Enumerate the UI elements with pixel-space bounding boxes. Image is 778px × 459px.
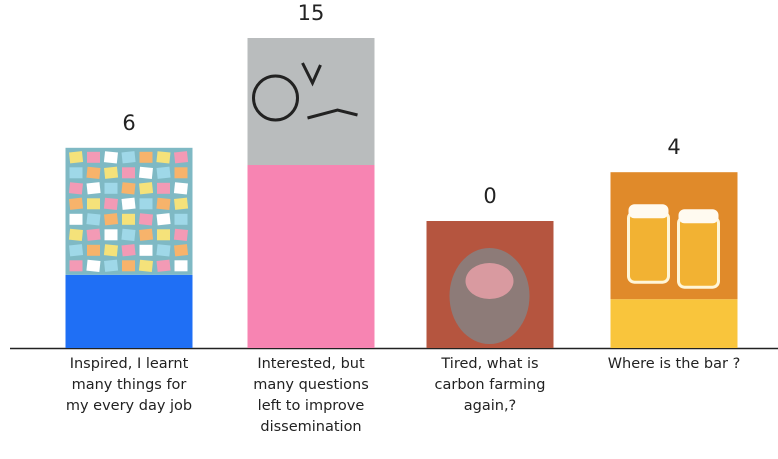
value-label: 0 (483, 184, 496, 208)
sticky-note (173, 228, 188, 241)
sticky-note (121, 244, 136, 257)
sticky-note (104, 182, 118, 194)
sticky-note (121, 151, 136, 164)
category-label: Inspired, I learnt many things for my ev… (65, 356, 193, 414)
sticky-note (69, 244, 84, 257)
sticky-note (156, 213, 171, 226)
sticky-note (157, 229, 170, 241)
sticky-note (174, 167, 188, 179)
bar-image (610, 172, 738, 300)
sticky-note (139, 151, 153, 163)
hippo-mouth (465, 263, 514, 299)
sticky-note (86, 166, 101, 179)
sticky-note (174, 213, 188, 225)
bar-image (65, 147, 193, 275)
foam-left (628, 204, 669, 219)
sticky-note (104, 259, 119, 272)
sticky-note (104, 213, 119, 226)
foam-right (678, 209, 719, 224)
category-label: Interested, but many questions left to i… (253, 356, 369, 435)
sticky-note (69, 213, 83, 225)
bar (610, 299, 738, 348)
bar-image (426, 221, 554, 348)
sticky-note (173, 182, 188, 195)
sticky-note (68, 182, 83, 195)
sticky-note (122, 260, 135, 272)
sticky-note (69, 197, 84, 210)
sticky-note (69, 167, 83, 179)
sticky-note (139, 198, 153, 210)
sticky-note (156, 244, 171, 257)
sticky-note (138, 259, 153, 272)
sticky-note (68, 228, 83, 241)
sticky-note (121, 228, 136, 241)
sticky-note (174, 260, 188, 272)
sticky-note (138, 166, 153, 179)
sticky-note (156, 166, 171, 179)
beer-right (677, 215, 720, 289)
sticky-note (104, 166, 119, 179)
sticky-note (86, 213, 101, 226)
sticky-note (174, 151, 189, 164)
sticky-note (156, 197, 171, 210)
sticky-note (103, 151, 118, 164)
sticky-note (69, 151, 84, 164)
bar-image (247, 38, 375, 165)
image-background (65, 147, 193, 275)
scribble (301, 62, 358, 120)
sticky-note (174, 244, 189, 257)
bar (65, 274, 193, 348)
sticky-note (69, 260, 83, 272)
sticky-note (121, 197, 136, 210)
sticky-note (121, 182, 136, 195)
sticky-note (174, 197, 189, 210)
value-label: 15 (298, 1, 325, 25)
value-label: 4 (667, 135, 680, 159)
sticky-note (86, 259, 101, 272)
sticky-note (86, 228, 101, 241)
sticky-note (122, 167, 135, 179)
sticky-note (157, 182, 170, 194)
sticky-note (87, 198, 100, 210)
sticky-note (87, 244, 100, 256)
sticky-note (104, 229, 118, 241)
category-label: Tired, what is carbon farming again,? (434, 356, 546, 414)
sticky-note (138, 213, 153, 226)
sticky-note (156, 259, 171, 272)
sticky-note (156, 151, 171, 164)
sticky-note (86, 182, 101, 195)
sticky-note (139, 182, 154, 195)
beer-left (627, 210, 670, 284)
sticky-note (103, 197, 118, 210)
sticky-note (139, 228, 154, 241)
bar (247, 165, 375, 348)
category-label: Where is the bar ? (607, 356, 741, 372)
face (252, 74, 299, 122)
image-background (247, 38, 375, 165)
value-label: 6 (122, 111, 135, 135)
sticky-note (103, 244, 118, 257)
sticky-note (139, 244, 153, 256)
sticky-note (87, 151, 100, 163)
sticky-note (122, 213, 135, 225)
